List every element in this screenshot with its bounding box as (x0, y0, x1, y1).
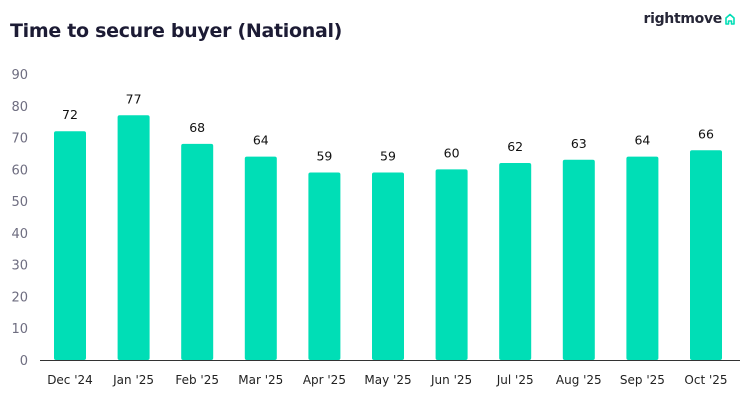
bar (626, 156, 659, 360)
bar (690, 150, 722, 360)
data-label: 64 (634, 133, 650, 148)
x-tick-label: Jun '25 (430, 373, 472, 387)
x-tick-label: Jul '25 (496, 373, 534, 387)
y-tick-label: 60 (11, 163, 28, 178)
data-label: 59 (380, 149, 396, 164)
data-label: 77 (126, 91, 142, 106)
data-label: 63 (571, 136, 587, 151)
y-tick-label: 10 (11, 322, 28, 337)
x-tick-label: Sep '25 (620, 373, 665, 387)
bar (244, 156, 277, 360)
bar (181, 143, 214, 360)
y-tick-label: 30 (11, 259, 28, 274)
data-label: 72 (62, 107, 78, 122)
data-label: 59 (316, 149, 332, 164)
rightmove-logo: rightmove (643, 11, 736, 27)
bar (435, 169, 468, 360)
x-tick-label: Aug '25 (556, 373, 602, 387)
chart-title: Time to secure buyer (National) (10, 20, 343, 42)
x-tick-label: Feb '25 (175, 373, 219, 387)
bar (372, 172, 404, 360)
x-tick-label: Jan '25 (112, 373, 154, 387)
bar (308, 172, 341, 360)
data-label: 62 (507, 139, 523, 154)
data-label: 66 (698, 126, 714, 141)
x-tick-label: Mar '25 (238, 373, 283, 387)
data-label: 64 (253, 133, 269, 148)
bar (499, 162, 532, 360)
bar (117, 115, 150, 360)
data-label: 68 (189, 120, 205, 135)
x-tick-label: Oct '25 (684, 373, 727, 387)
data-label: 60 (444, 145, 460, 160)
bar (562, 159, 595, 360)
y-tick-label: 20 (11, 290, 28, 305)
y-tick-label: 80 (11, 100, 28, 115)
y-tick-label: 40 (11, 227, 28, 242)
bar (54, 131, 86, 360)
house-icon (725, 13, 735, 25)
y-tick-label: 90 (11, 68, 28, 83)
y-tick-label: 0 (20, 354, 28, 369)
logo-text: rightmove (643, 11, 722, 27)
y-tick-label: 70 (11, 132, 28, 147)
x-tick-label: May '25 (364, 373, 411, 387)
y-tick-label: 50 (11, 195, 28, 210)
x-tick-label: Dec '24 (47, 373, 93, 387)
x-tick-label: Apr '25 (303, 373, 346, 387)
